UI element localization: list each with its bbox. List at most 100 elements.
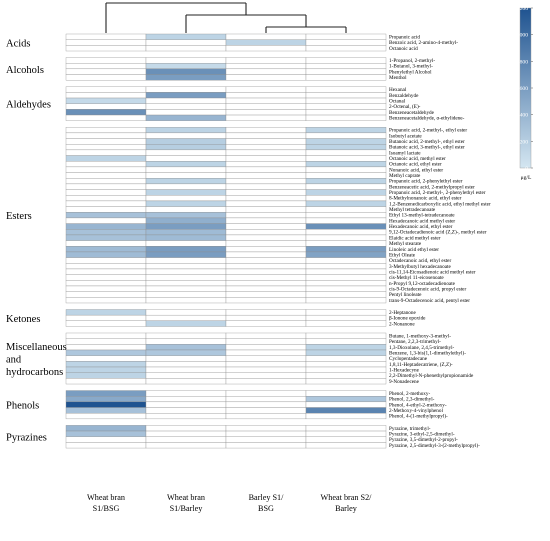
heatmap-cell: [65, 257, 147, 264]
compound-label: Methyl stearate: [389, 241, 422, 247]
heatmap-cell: [225, 309, 307, 316]
heatmap-cell: [305, 127, 387, 134]
compound-label: 2,2-Dimethyl-N-phenethylpropionamide: [389, 373, 474, 379]
heatmap-cell: [65, 63, 147, 70]
group-label-line: Miscellaneous: [6, 342, 67, 353]
heatmap-cell: [65, 161, 147, 168]
heatmap-cell: [305, 195, 387, 202]
heatmap-cell: [225, 246, 307, 253]
compound-label: Nonanoic acid, ethyl ester: [389, 167, 443, 173]
group-label: Ketones: [6, 314, 40, 325]
heatmap-cell: [65, 291, 147, 298]
heatmap-cell: [145, 97, 227, 104]
heatmap-cell: [145, 349, 227, 356]
heatmap-cell: [305, 223, 387, 230]
heatmap-cell: [145, 195, 227, 202]
compound-label: Phenol, 4-ethyl-2-methoxy-: [389, 402, 447, 408]
group-label: Miscellaneous and hydrocarbons: [6, 342, 67, 378]
compound-label: Hexanal: [389, 87, 407, 93]
heatmap-cell: [305, 263, 387, 270]
compound-label: Isoamyl lactate: [389, 150, 421, 156]
compound-label: Hexadecanoic acid methyl ester: [389, 218, 455, 224]
heatmap-cell: [145, 280, 227, 287]
heatmap-cell: [225, 103, 307, 110]
heatmap-cell: [225, 314, 307, 321]
heatmap-cell: [145, 114, 227, 121]
heatmap-cell: [145, 92, 227, 99]
heatmap-cell: [305, 212, 387, 219]
heatmap-cell: [305, 425, 387, 432]
colorbar-unit: μg/L: [521, 175, 532, 181]
heatmap-cell: [305, 57, 387, 64]
heatmap-cell: [145, 200, 227, 207]
heatmap-cell: [145, 172, 227, 179]
heatmap-cell: [65, 86, 147, 93]
heatmap-cell: [305, 349, 387, 356]
heatmap-cell: [225, 178, 307, 185]
heatmap-cell: [145, 178, 227, 185]
heatmap-cell: [225, 166, 307, 173]
compound-label: 1-Hexadecyne: [389, 367, 420, 373]
compound-label: Phenol, 2-methoxy-: [389, 391, 430, 397]
heatmap-cell: [225, 268, 307, 275]
heatmap-cell: [225, 320, 307, 327]
colorbar-tick-label: 400: [520, 113, 529, 119]
heatmap-cell: [65, 68, 147, 75]
compound-label: Linoleic acid ethyl ester: [389, 247, 439, 253]
compound-label: Pyrazine, trimethyl-: [389, 426, 431, 432]
heatmap-cell: [145, 344, 227, 351]
heatmap-cell: [145, 332, 227, 339]
heatmap-cell: [65, 401, 147, 408]
heatmap-cell: [145, 297, 227, 304]
heatmap-cell: [305, 309, 387, 316]
heatmap-cell: [305, 183, 387, 190]
heatmap-cell: [65, 442, 147, 449]
heatmap-cell: [145, 291, 227, 298]
compound-label: 2-Nonanone: [389, 321, 415, 327]
heatmap-cell: [145, 320, 227, 327]
heatmap-cell: [65, 338, 147, 345]
heatmap-cell: [145, 240, 227, 247]
compound-label: Ethyl 13-methyl-tetradecanoate: [389, 213, 455, 219]
heatmap-cell: [225, 206, 307, 213]
heatmap-cell: [305, 332, 387, 339]
heatmap-cell: [65, 240, 147, 247]
heatmap-cell: [145, 33, 227, 40]
heatmap-cell: [305, 274, 387, 281]
compound-label: Menthol: [389, 75, 407, 81]
heatmap-cell: [145, 132, 227, 139]
heatmap-cell: [65, 390, 147, 397]
compound-label: 1,2-Benzenedicarboxylic acid, ethyl meth…: [389, 201, 491, 207]
group-label-line: hydrocarbons: [6, 367, 63, 378]
group-label: Alcohols: [6, 65, 44, 76]
compound-label: Pentane, 2,2,3-trimethyl-: [389, 339, 441, 345]
heatmap-cell: [65, 212, 147, 219]
heatmap-cell: [305, 109, 387, 116]
heatmap-cell: [65, 396, 147, 403]
heatmap-cell: [225, 349, 307, 356]
group-label-line: Esters: [6, 211, 32, 222]
heatmap-cell: [145, 366, 227, 373]
group-label: Pyrazines: [6, 433, 47, 444]
heatmap-cell: [145, 68, 227, 75]
heatmap-cell: [145, 74, 227, 81]
heatmap-cell: [65, 246, 147, 253]
compound-label: Octanal: [389, 99, 406, 105]
heatmap-cell: [305, 161, 387, 168]
heatmap-cell: [305, 251, 387, 258]
compound-label: 9-Nonadecene: [389, 379, 420, 385]
heatmap-cell: [225, 344, 307, 351]
compound-label: 2-Octenal, (E)-: [389, 103, 421, 110]
group-label-line: Alcohols: [6, 65, 44, 76]
heatmap-cell: [65, 155, 147, 162]
compound-label: Octanoic acid, ethyl ester: [389, 162, 442, 168]
heatmap-cell: [225, 63, 307, 70]
heatmap-cell: [145, 251, 227, 258]
heatmap-cell: [225, 195, 307, 202]
heatmap-cell: [225, 251, 307, 258]
heatmap-cell: [225, 361, 307, 368]
heatmap-cell: [225, 442, 307, 449]
heatmap-cell: [225, 109, 307, 116]
heatmap-cell: [225, 172, 307, 179]
